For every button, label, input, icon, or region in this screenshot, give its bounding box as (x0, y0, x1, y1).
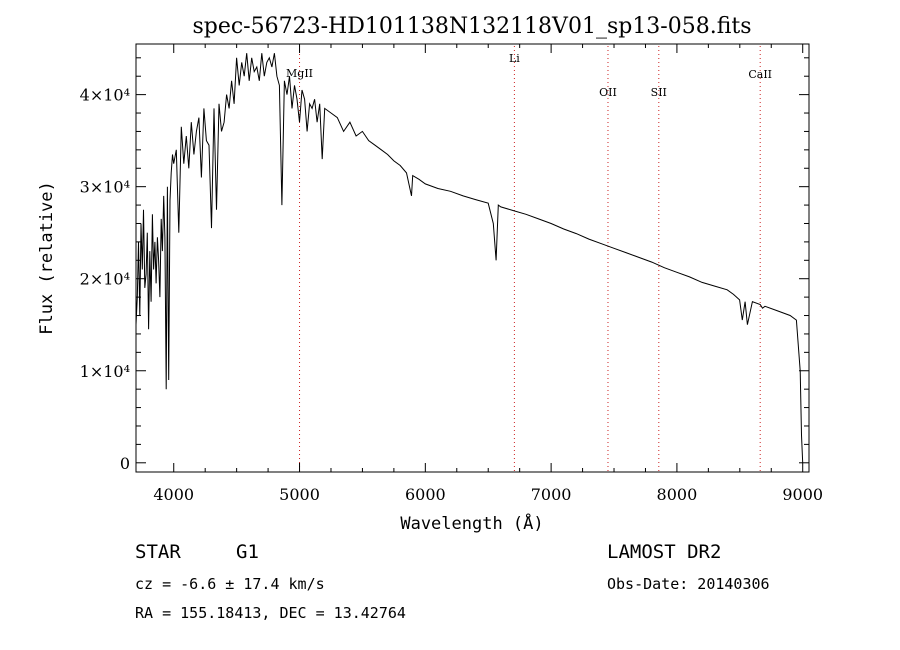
marker-label-oii: OII (599, 86, 617, 99)
y-tick-label: 2×10⁴ (80, 270, 130, 289)
x-axis-label: Wavelength (Å) (400, 512, 543, 534)
y-tick-label: 4×10⁴ (80, 86, 130, 105)
axis-ticks: 4000 5000 6000 7000 8000 9000 0 1×10⁴ 2×10⁴ 3×10⁴… (80, 44, 823, 504)
x-tick-label: 4000 (153, 485, 194, 504)
x-tick-label: 8000 (657, 485, 698, 504)
chart-title: spec-56723-HD101138N132118V01_sp13-058.f… (192, 14, 751, 39)
coordinates-info: RA = 155.18413, DEC = 13.42764 (135, 604, 406, 622)
object-class: STAR (135, 541, 181, 563)
marker-label-sii: SII (651, 86, 667, 99)
redshift-info: cz = -6.6 ± 17.4 km/s (135, 575, 325, 593)
emission-line-markers: MgII Li OII SII CaII (286, 46, 772, 472)
spectral-subclass: G1 (236, 541, 259, 563)
y-axis-label: Flux (relative) (37, 181, 57, 335)
y-tick-label: 3×10⁴ (80, 178, 130, 197)
x-tick-label: 6000 (405, 485, 446, 504)
y-tick-label: 1×10⁴ (80, 362, 130, 381)
survey-name: LAMOST DR2 (607, 541, 722, 563)
observation-date: Obs-Date: 20140306 (607, 575, 770, 593)
plot-frame (135, 43, 810, 473)
x-tick-label: 9000 (782, 485, 823, 504)
x-tick-label: 5000 (279, 485, 320, 504)
spectrum-line (135, 53, 804, 463)
y-tick-label: 0 (120, 454, 130, 473)
marker-label-mgii: MgII (286, 67, 313, 80)
marker-label-li: Li (509, 52, 520, 65)
x-tick-label: 7000 (531, 485, 572, 504)
marker-label-caii: CaII (748, 68, 772, 81)
